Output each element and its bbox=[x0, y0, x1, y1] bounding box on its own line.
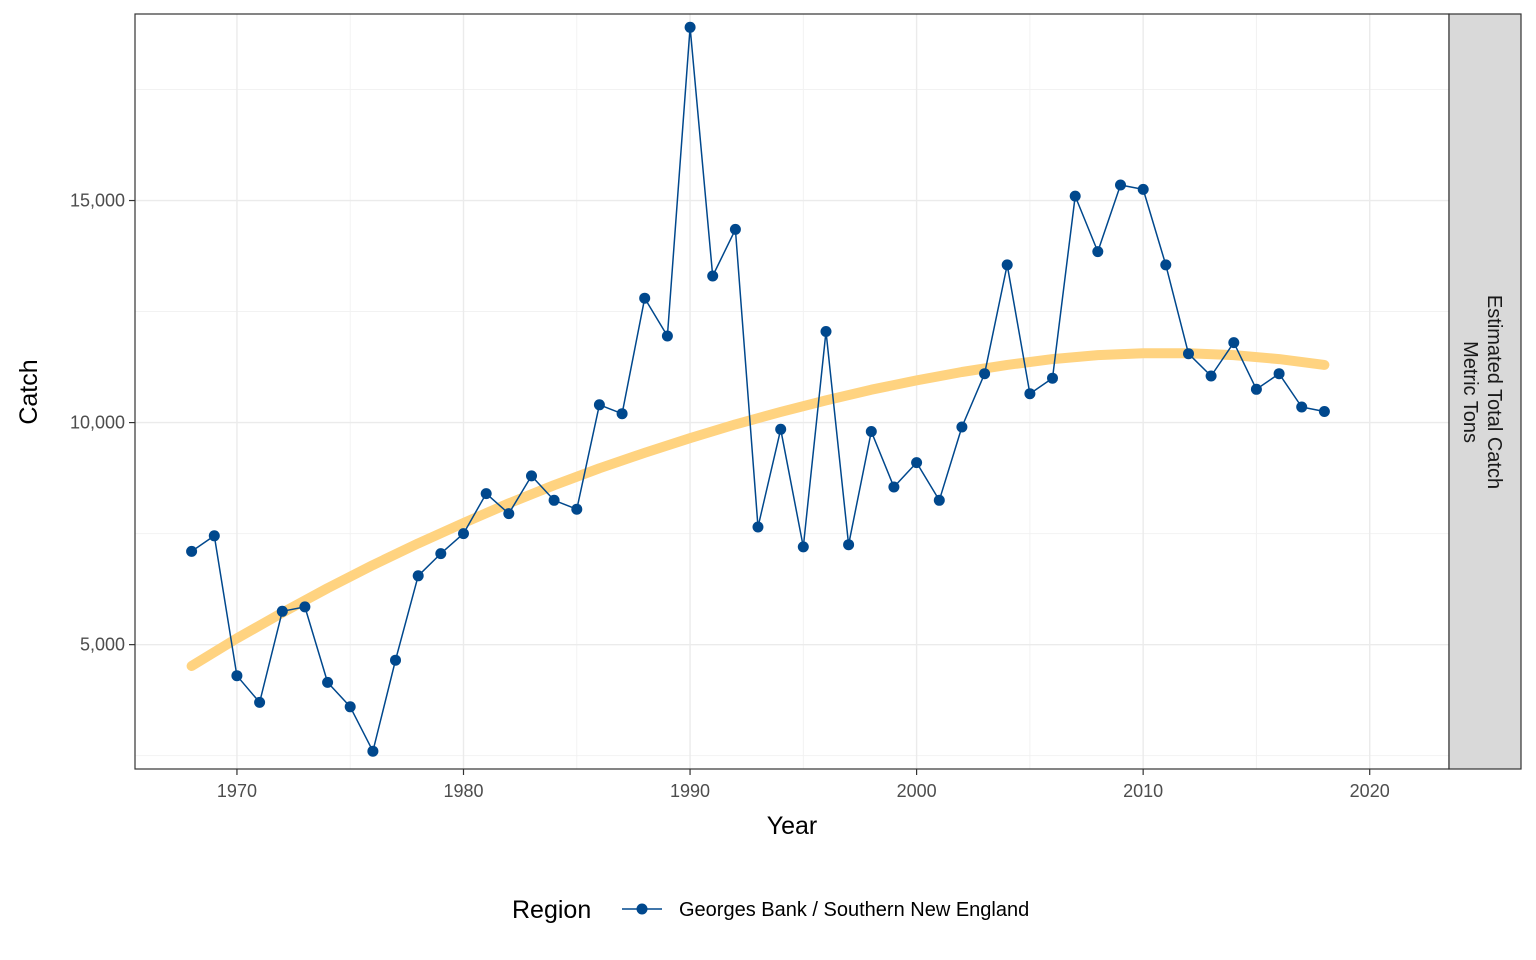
data-point bbox=[888, 481, 900, 493]
x-axis-title: Year bbox=[767, 812, 818, 840]
trend-layer bbox=[186, 348, 1330, 671]
series-layer bbox=[186, 21, 1330, 757]
data-point bbox=[1069, 190, 1081, 202]
data-point bbox=[548, 494, 560, 506]
y-tick-label: 5,000 bbox=[80, 635, 125, 655]
y-axis-title: Catch bbox=[15, 359, 43, 424]
data-point bbox=[684, 21, 696, 33]
legend-key-point bbox=[636, 903, 648, 915]
data-point bbox=[865, 426, 877, 437]
trend-line bbox=[186, 348, 1330, 671]
data-point bbox=[322, 676, 334, 688]
data-point bbox=[367, 745, 379, 757]
data-point bbox=[435, 548, 447, 560]
x-tick-label: 2000 bbox=[897, 781, 937, 801]
grid bbox=[135, 14, 1449, 769]
legend-label-georges-bank-sne: Georges Bank / Southern New England bbox=[679, 899, 1029, 921]
data-point bbox=[729, 223, 741, 235]
x-tick-label: 1990 bbox=[670, 781, 710, 801]
x-axis: 1970 1980 1990 2000 2010 2020 bbox=[217, 769, 1390, 801]
data-point bbox=[186, 545, 198, 557]
data-point bbox=[752, 521, 764, 533]
data-point bbox=[276, 605, 288, 617]
data-point bbox=[1183, 348, 1194, 360]
data-point bbox=[458, 528, 469, 540]
data-point bbox=[571, 503, 583, 515]
data-point bbox=[208, 530, 220, 542]
data-point bbox=[231, 670, 243, 682]
legend-title: Region bbox=[512, 896, 591, 924]
x-tick-label: 1980 bbox=[443, 781, 483, 801]
data-point bbox=[1250, 383, 1262, 395]
data-point bbox=[616, 408, 628, 420]
facet-strip-label-line-2: Metric Tons bbox=[1459, 341, 1481, 443]
data-point bbox=[1047, 372, 1058, 384]
legend: Region Georges Bank / Southern New Engla… bbox=[512, 896, 1029, 924]
data-point bbox=[299, 601, 311, 613]
data-point bbox=[1318, 406, 1330, 417]
data-point bbox=[1115, 179, 1126, 191]
data-point bbox=[593, 399, 605, 411]
x-tick-label: 2020 bbox=[1350, 781, 1390, 801]
data-point bbox=[775, 423, 787, 435]
data-point bbox=[639, 292, 651, 304]
facet-strip: Estimated Total Catch Metric Tons bbox=[1448, 13, 1522, 770]
data-point bbox=[661, 330, 673, 342]
data-point bbox=[797, 541, 809, 553]
data-point bbox=[526, 470, 537, 482]
data-point bbox=[1092, 246, 1104, 258]
facet-strip-background bbox=[1448, 13, 1522, 770]
data-point bbox=[1228, 337, 1240, 349]
data-point bbox=[933, 494, 945, 506]
x-tick-label: 1970 bbox=[217, 781, 257, 801]
data-point bbox=[1137, 183, 1149, 195]
data-point bbox=[480, 488, 492, 500]
y-tick-label: 15,000 bbox=[70, 191, 125, 211]
data-point bbox=[254, 696, 266, 708]
data-point bbox=[412, 570, 424, 582]
data-point bbox=[1205, 370, 1217, 382]
x-tick-label: 2010 bbox=[1123, 781, 1163, 801]
data-point bbox=[956, 421, 968, 433]
data-point bbox=[503, 508, 515, 520]
data-point bbox=[390, 654, 401, 666]
data-point bbox=[1024, 388, 1036, 400]
data-point bbox=[1273, 368, 1285, 380]
data-point bbox=[1296, 401, 1308, 413]
y-tick-label: 10,000 bbox=[70, 413, 125, 433]
data-point bbox=[911, 457, 923, 469]
facet-strip-label-line-1: Estimated Total Catch bbox=[1483, 295, 1505, 489]
data-point bbox=[979, 368, 991, 380]
data-point bbox=[820, 326, 832, 337]
y-axis: 5,000 10,000 15,000 bbox=[70, 191, 135, 655]
data-point bbox=[1001, 259, 1013, 271]
data-point bbox=[707, 270, 719, 282]
data-point bbox=[843, 539, 855, 551]
data-point bbox=[1160, 259, 1172, 271]
data-point bbox=[344, 701, 356, 713]
